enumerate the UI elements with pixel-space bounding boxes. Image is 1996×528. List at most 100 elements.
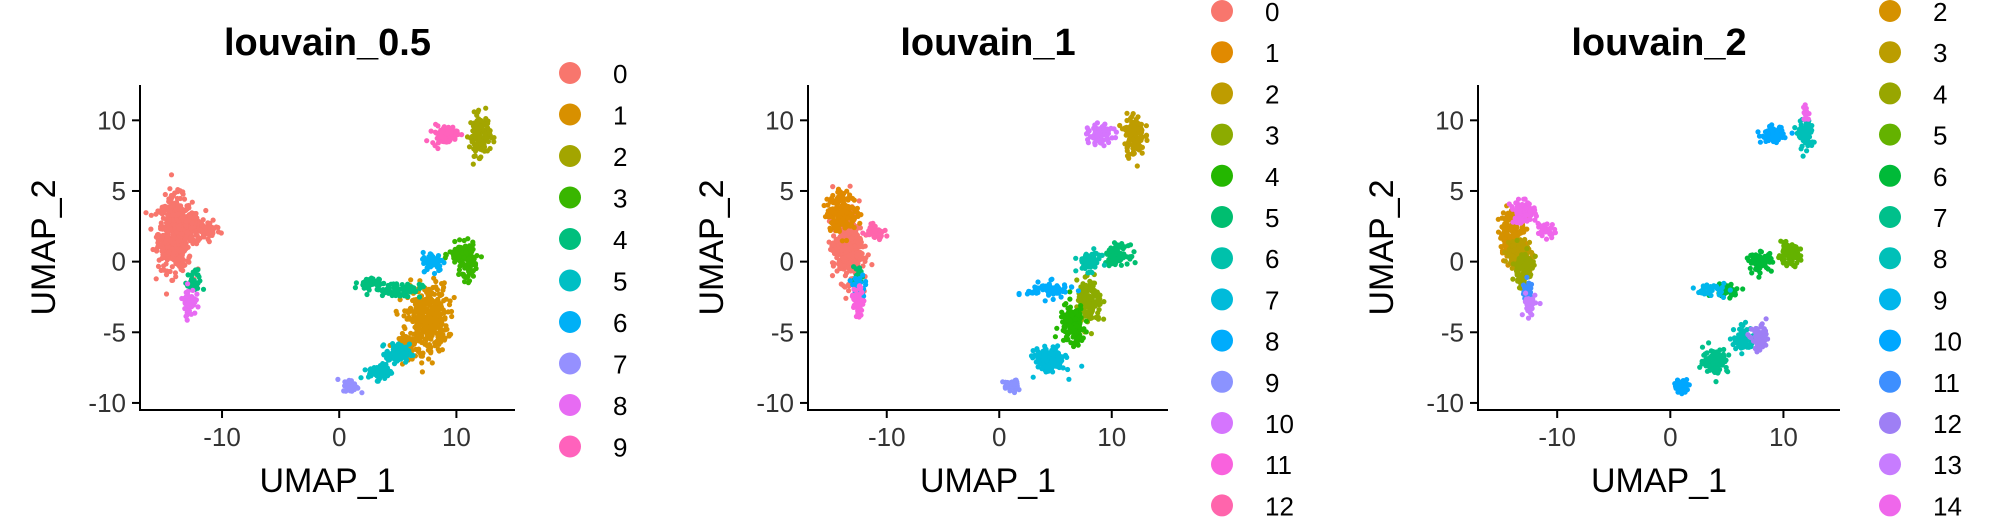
data-point (1498, 244, 1504, 250)
legend-swatch (1211, 41, 1233, 64)
data-point (1096, 137, 1102, 143)
data-point (848, 212, 855, 218)
data-point (185, 281, 191, 287)
data-point (855, 210, 861, 216)
legend-label: 3 (1265, 121, 1279, 151)
data-point (846, 281, 852, 288)
data-point (1089, 282, 1096, 288)
legend-item: 7 (559, 350, 627, 380)
data-point (1092, 122, 1098, 128)
data-point (202, 229, 208, 235)
cluster-0-points (143, 172, 224, 297)
data-point (459, 250, 465, 256)
data-point (829, 273, 836, 279)
y-axis-title: UMAP_2 (693, 179, 731, 315)
data-point (159, 235, 165, 241)
data-point (441, 260, 447, 266)
data-point (392, 288, 398, 294)
data-point (460, 261, 466, 267)
data-point (428, 336, 434, 342)
data-point (1133, 132, 1139, 138)
data-point (1058, 294, 1064, 300)
data-point (381, 351, 387, 357)
data-point (853, 287, 859, 293)
data-point (344, 385, 350, 391)
data-point (1084, 125, 1090, 131)
data-point (166, 227, 172, 234)
data-point (181, 196, 188, 202)
data-point (390, 344, 397, 350)
data-point (1044, 358, 1050, 364)
legend-label: 2 (1265, 79, 1279, 109)
data-point (834, 238, 840, 244)
x-tick-label: -10 (203, 422, 241, 452)
data-point (837, 261, 843, 267)
data-point (362, 367, 368, 373)
data-point (424, 138, 430, 144)
data-point (1132, 260, 1138, 266)
data-point (1739, 329, 1745, 335)
y-axis-title: UMAP_2 (25, 179, 63, 315)
data-point (452, 238, 458, 245)
data-point (457, 237, 463, 243)
data-point (184, 206, 190, 212)
data-point (1127, 254, 1133, 260)
legend-item: 8 (1211, 327, 1279, 357)
data-point (1740, 322, 1746, 329)
legend-swatch (1211, 123, 1233, 146)
legend-item: 9 (1211, 368, 1279, 398)
data-point (1026, 288, 1032, 294)
data-point (415, 323, 421, 329)
legend-label: 12 (1265, 491, 1294, 521)
data-point (841, 195, 847, 202)
data-point (1076, 334, 1082, 340)
data-point (162, 191, 168, 198)
data-point (1792, 264, 1798, 270)
data-point (452, 259, 458, 265)
data-point (428, 350, 434, 356)
cluster-1-points (821, 186, 864, 244)
data-point (408, 277, 414, 283)
data-point (846, 260, 852, 266)
legend-label: 10 (1265, 409, 1294, 439)
data-point (1699, 344, 1706, 350)
legend-label: 9 (1265, 368, 1279, 398)
data-point (466, 266, 472, 272)
data-point (482, 131, 488, 137)
data-point (419, 282, 425, 288)
data-point (431, 270, 438, 277)
data-point (1672, 381, 1678, 387)
data-point (840, 216, 846, 222)
data-point (1077, 297, 1083, 303)
data-point (1055, 350, 1061, 356)
data-point (441, 280, 447, 286)
data-point (180, 267, 186, 274)
cluster-8-points (1727, 111, 1817, 357)
data-point (439, 347, 445, 353)
data-point (448, 130, 454, 136)
data-point (167, 186, 173, 192)
data-point (442, 335, 448, 341)
data-point (420, 350, 426, 356)
legend-swatch (559, 311, 581, 333)
data-point (408, 352, 414, 359)
data-point (1522, 252, 1528, 258)
data-point (1126, 155, 1132, 161)
data-point (1068, 284, 1075, 290)
legend-item: 3 (559, 184, 627, 214)
data-point (164, 234, 170, 240)
data-point (1514, 272, 1520, 278)
cluster-4-points (1052, 289, 1089, 350)
data-point (1499, 232, 1505, 238)
data-point (857, 286, 864, 292)
data-point (186, 255, 192, 261)
data-point (491, 139, 497, 145)
data-point (1116, 254, 1122, 260)
data-point (1511, 242, 1517, 248)
data-point (1028, 353, 1035, 359)
cluster-7-points (1028, 343, 1085, 382)
cluster-2-points (1117, 110, 1150, 169)
legend-item: 9 (559, 433, 627, 463)
data-point (1101, 299, 1107, 305)
data-point (470, 242, 476, 248)
